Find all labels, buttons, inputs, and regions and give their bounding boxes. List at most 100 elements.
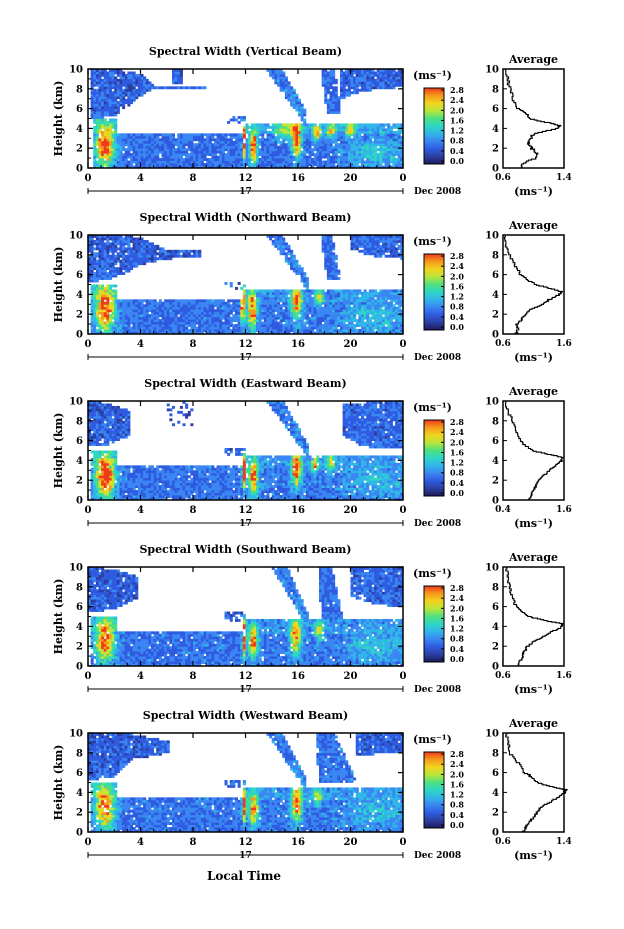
heatmap-cell bbox=[127, 155, 131, 159]
heatmap-cell bbox=[287, 135, 291, 139]
heatmap-cell bbox=[216, 326, 220, 330]
heatmap-cell bbox=[161, 165, 165, 169]
heatmap-cell bbox=[245, 150, 249, 154]
heatmap-cell bbox=[240, 326, 244, 330]
heatmap-cell bbox=[219, 153, 223, 157]
heatmap-cell bbox=[347, 88, 351, 92]
heatmap-cell bbox=[329, 272, 333, 276]
heatmap-cell bbox=[106, 150, 110, 154]
heatmap-cell bbox=[379, 150, 383, 154]
heatmap-cell bbox=[361, 145, 365, 149]
heatmap-cell bbox=[240, 153, 244, 157]
heatmap-cell bbox=[358, 158, 362, 161]
heatmap-cell bbox=[379, 138, 383, 142]
heatmap-cell bbox=[313, 316, 317, 320]
heatmap-cell bbox=[106, 319, 110, 323]
heatmap-cell bbox=[174, 148, 178, 152]
heatmap-cell bbox=[245, 311, 249, 315]
heatmap-cell bbox=[368, 81, 372, 85]
heatmap-cell bbox=[337, 321, 341, 325]
heatmap-cell bbox=[261, 148, 265, 152]
heatmap-cell bbox=[387, 83, 391, 87]
heatmap-cell bbox=[211, 331, 215, 335]
heatmap-cell bbox=[101, 324, 105, 327]
heatmap-cell bbox=[200, 321, 204, 325]
heatmap-cell bbox=[166, 252, 170, 256]
heatmap-cell bbox=[305, 316, 309, 320]
heatmap-cell bbox=[240, 140, 244, 144]
heatmap-cell bbox=[103, 274, 107, 278]
heatmap-cell bbox=[111, 264, 115, 268]
heatmap-cell bbox=[106, 267, 110, 271]
heatmap-cell bbox=[95, 125, 99, 129]
heatmap-cell bbox=[274, 242, 278, 246]
heatmap-cell bbox=[193, 314, 197, 318]
heatmap-cell bbox=[271, 289, 275, 293]
heatmap-cell bbox=[106, 128, 110, 132]
heatmap-cell bbox=[151, 160, 155, 164]
heatmap-cell bbox=[355, 145, 359, 149]
heatmap-cell bbox=[295, 130, 299, 134]
heatmap-cell bbox=[279, 321, 283, 325]
average-x-label: (ms⁻¹) bbox=[514, 185, 553, 198]
heatmap-cell bbox=[266, 143, 270, 147]
heatmap-cell bbox=[245, 158, 249, 161]
heatmap-cell bbox=[187, 306, 191, 310]
heatmap-cell bbox=[127, 91, 131, 95]
heatmap-cell bbox=[90, 252, 94, 256]
heatmap-cell bbox=[137, 249, 141, 253]
heatmap-cell bbox=[303, 299, 307, 303]
heatmap-cell bbox=[237, 319, 241, 323]
heatmap-cell bbox=[366, 143, 370, 147]
heatmap-cell bbox=[151, 145, 155, 149]
heatmap-cell bbox=[156, 148, 160, 152]
heatmap-cell bbox=[269, 69, 273, 72]
heatmap-cell bbox=[187, 321, 191, 325]
heatmap-cell bbox=[140, 163, 144, 166]
heatmap-cell bbox=[266, 329, 270, 332]
heatmap-cell bbox=[235, 163, 239, 166]
heatmap-cell bbox=[98, 120, 102, 124]
heatmap-cell bbox=[174, 249, 178, 253]
heatmap-cell bbox=[169, 140, 173, 144]
heatmap-cell bbox=[88, 247, 92, 251]
heatmap-cell bbox=[232, 324, 236, 327]
heatmap-cell bbox=[395, 138, 399, 142]
heatmap-cell bbox=[350, 296, 354, 300]
heatmap-cell bbox=[324, 143, 328, 147]
heatmap-cell bbox=[93, 329, 97, 332]
heatmap-cell bbox=[140, 326, 144, 330]
heatmap-cell bbox=[116, 96, 120, 100]
heatmap-cell bbox=[179, 155, 183, 159]
heatmap-cell bbox=[179, 316, 183, 320]
heatmap-cell bbox=[103, 306, 107, 310]
heatmap-cell bbox=[248, 125, 252, 129]
heatmap-cell bbox=[347, 69, 351, 72]
heatmap-cell bbox=[106, 289, 110, 293]
heatmap-cell bbox=[161, 133, 165, 137]
heatmap-cell bbox=[374, 153, 378, 157]
heatmap-cell bbox=[298, 148, 302, 152]
heatmap-cell bbox=[279, 165, 283, 169]
heatmap-cell bbox=[224, 143, 228, 147]
heatmap-cell bbox=[127, 103, 131, 107]
heatmap-cell bbox=[298, 125, 302, 129]
heatmap-cell bbox=[298, 98, 302, 102]
heatmap-cell bbox=[258, 143, 262, 147]
heatmap-cell bbox=[101, 140, 105, 144]
heatmap-cell bbox=[253, 321, 257, 325]
heatmap-cell bbox=[326, 324, 330, 327]
heatmap-cell bbox=[400, 76, 404, 80]
heatmap-cell bbox=[258, 296, 262, 300]
heatmap-cell bbox=[177, 329, 181, 332]
heatmap-cell bbox=[279, 69, 283, 72]
heatmap-cell bbox=[319, 143, 323, 147]
heatmap-cell bbox=[193, 163, 197, 166]
heatmap-cell bbox=[172, 324, 176, 327]
heatmap-cell bbox=[319, 324, 323, 327]
heatmap-cell bbox=[332, 145, 336, 149]
heatmap-cell bbox=[284, 291, 288, 295]
heatmap-cell bbox=[329, 254, 333, 258]
heatmap-cell bbox=[229, 138, 233, 142]
heatmap-cell bbox=[166, 321, 170, 325]
